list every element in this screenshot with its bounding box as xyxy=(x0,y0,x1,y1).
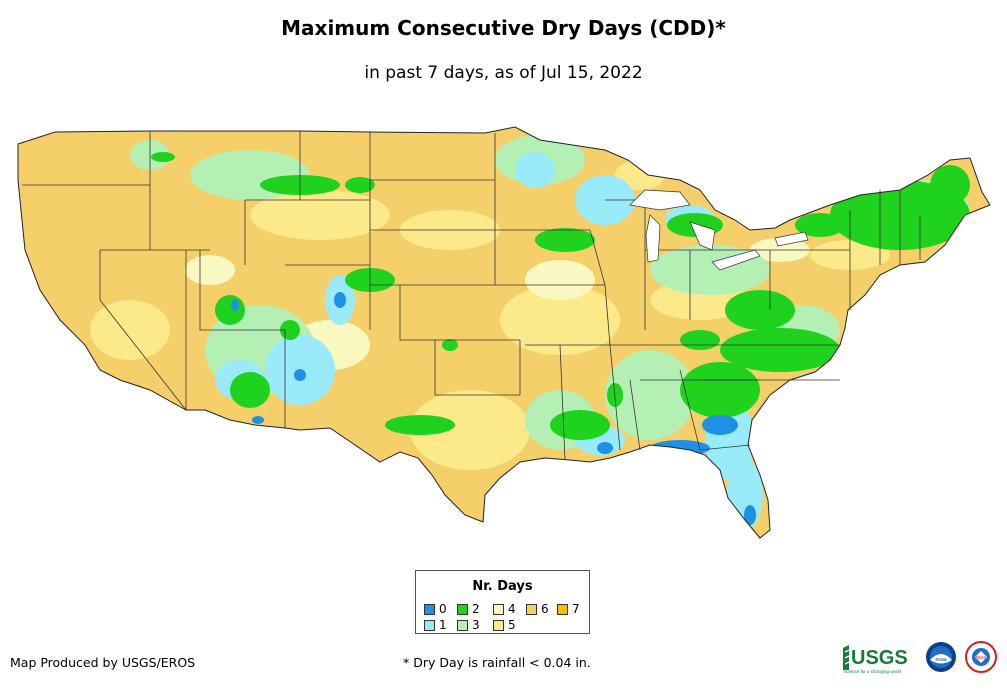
legend-swatch-1 xyxy=(424,620,435,631)
legend-swatch-7 xyxy=(557,604,568,615)
us-outline xyxy=(17,126,991,539)
legend-item-4: 4 xyxy=(493,603,516,615)
legend-title: Nr. Days xyxy=(472,579,533,594)
agency-logos: USGS science for a changing world noaa N… xyxy=(843,641,997,674)
lake-michigan xyxy=(645,214,661,263)
legend-label-2: 2 xyxy=(472,602,480,616)
state-boundaries xyxy=(22,131,921,461)
legend-label-3: 3 xyxy=(472,618,480,632)
legend: Nr. Days 0 1 2 3 4 5 6 7 xyxy=(415,570,590,634)
cdd-map xyxy=(17,126,991,539)
legend-item-5: 5 xyxy=(493,619,516,631)
usgs-logo: USGS science for a changing world xyxy=(843,645,908,674)
dry-day-regions xyxy=(90,135,970,530)
footnote-text: * Dry Day is rainfall < 0.04 in. xyxy=(403,655,591,670)
legend-label-1: 1 xyxy=(439,618,447,632)
legend-item-6: 6 xyxy=(526,603,549,615)
legend-label-4: 4 xyxy=(508,602,516,616)
legend-swatch-4 xyxy=(493,604,504,615)
legend-swatch-3 xyxy=(457,620,468,631)
legend-swatch-6 xyxy=(526,604,537,615)
legend-label-6: 6 xyxy=(541,602,549,616)
noaa-logo: noaa xyxy=(926,642,956,672)
lake-ontario xyxy=(774,231,809,247)
noaa-text: noaa xyxy=(935,657,946,663)
legend-swatch-2 xyxy=(457,604,468,615)
lake-huron xyxy=(689,221,716,251)
legend-item-3: 3 xyxy=(457,619,480,631)
nws-text: NWS xyxy=(976,655,987,660)
nws-logo: NWS xyxy=(965,641,997,673)
legend-label-0: 0 xyxy=(439,602,447,616)
legend-item-0: 0 xyxy=(424,603,447,615)
map-subtitle: in past 7 days, as of Jul 15, 2022 xyxy=(364,63,643,83)
credit-text: Map Produced by USGS/EROS xyxy=(10,655,196,670)
usgs-tagline: science for a changing world xyxy=(844,669,902,674)
legend-swatch-5 xyxy=(493,620,504,631)
legend-swatch-0 xyxy=(424,604,435,615)
legend-item-1: 1 xyxy=(424,619,447,631)
lake-superior xyxy=(629,189,691,211)
map-title: Maximum Consecutive Dry Days (CDD)* xyxy=(281,16,726,40)
usgs-text: USGS xyxy=(851,647,908,669)
legend-item-2: 2 xyxy=(457,603,480,615)
legend-label-5: 5 xyxy=(508,618,516,632)
lake-erie xyxy=(711,249,761,271)
legend-label-7: 7 xyxy=(572,602,580,616)
legend-item-7: 7 xyxy=(557,603,580,615)
